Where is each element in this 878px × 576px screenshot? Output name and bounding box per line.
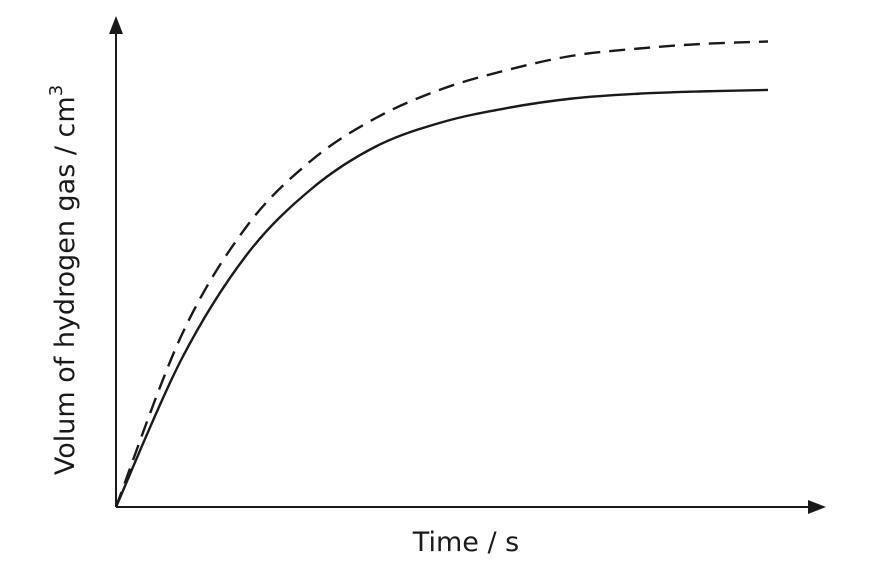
y-axis-arrow-icon (109, 16, 123, 34)
y-axis-label-text: Volum of hydrogen gas / cm (50, 96, 81, 475)
x-axis (116, 500, 826, 514)
series-line-solid (114, 88, 769, 508)
series-layer (114, 40, 769, 508)
x-axis-label: Time / s (412, 527, 519, 558)
y-axis-label-superscript: 3 (46, 85, 67, 96)
series-line-dashed (114, 40, 769, 508)
x-axis-arrow-icon (808, 500, 826, 514)
y-axis (109, 16, 123, 507)
y-axis-label: Volum of hydrogen gas / cm3 (46, 85, 81, 475)
